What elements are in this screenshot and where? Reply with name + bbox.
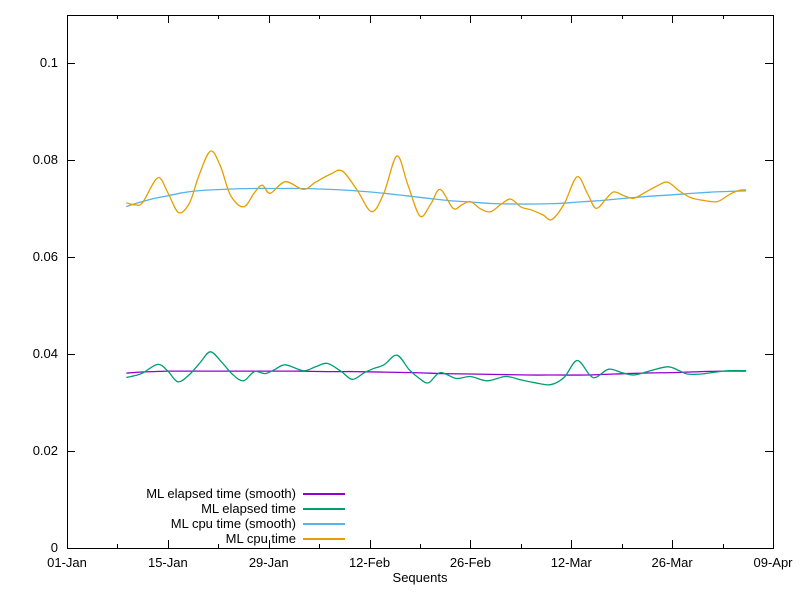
legend-label: ML cpu time (smooth): [170, 516, 296, 531]
legend-label: ML cpu time: [225, 531, 296, 546]
legend: ML elapsed time (smooth) ML elapsed time…: [60, 486, 345, 546]
legend-item-ml-elapsed-time: ML elapsed time: [60, 501, 345, 516]
legend-item-ml-cpu-time: ML cpu time: [60, 531, 345, 546]
y-tick-label: 0: [50, 540, 58, 555]
x-tick-label: 26-Feb: [449, 555, 492, 570]
legend-item-ml-elapsed-time-smooth: ML elapsed time (smooth): [60, 486, 345, 501]
y-tick-label: 0.08: [32, 152, 58, 168]
x-tick-label: 12-Feb: [348, 555, 391, 570]
y-tick-label: 0.1: [39, 55, 58, 71]
x-tick-label: 29-Jan: [248, 555, 289, 570]
legend-item-ml-cpu-time-smooth: ML cpu time (smooth): [60, 516, 345, 531]
legend-label: ML elapsed time (smooth): [146, 486, 296, 501]
legend-line-sample: [303, 507, 345, 510]
x-tick-label: 15-Jan: [147, 555, 188, 570]
series-line-ml-elapsed-time: [126, 351, 747, 386]
x-tick-label: 26-Mar: [651, 555, 693, 570]
legend-line-sample: [303, 522, 345, 525]
series-line-ml-cpu-time-smooth-: [126, 187, 747, 208]
x-tick-label: 12-Mar: [550, 555, 592, 570]
y-tick-label: 0.04: [32, 346, 58, 362]
series-line-ml-cpu-time: [126, 150, 747, 221]
x-tick-label: 01-Jan: [47, 555, 87, 570]
legend-label: ML elapsed time: [201, 501, 296, 516]
plot-border: [67, 15, 774, 549]
y-tick-label: 0.02: [32, 443, 58, 459]
legend-line-sample: [303, 492, 345, 495]
x-tick-label: 09-Apr: [753, 555, 793, 570]
y-tick-label: 0.06: [32, 249, 58, 265]
legend-line-sample: [303, 537, 345, 540]
x-axis-title: Sequents: [392, 570, 448, 585]
